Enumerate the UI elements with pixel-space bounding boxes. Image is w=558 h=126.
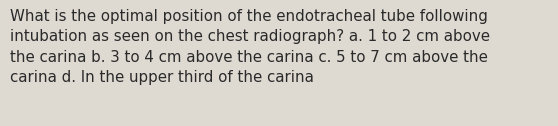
Text: What is the optimal position of the endotracheal tube following
intubation as se: What is the optimal position of the endo…	[10, 9, 490, 85]
